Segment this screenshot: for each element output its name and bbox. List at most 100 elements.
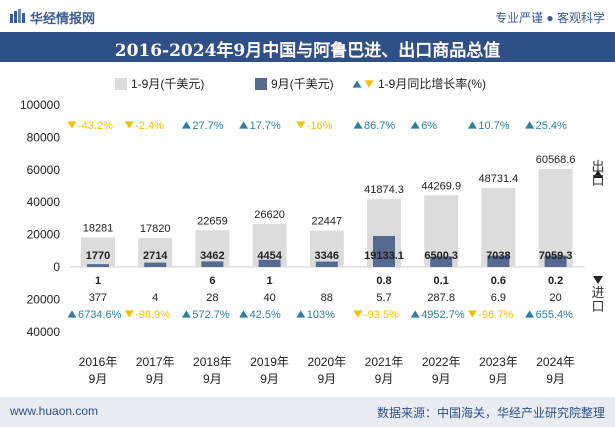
- export-growth-label: 27.7%: [192, 120, 223, 132]
- y-tick-label: 20000: [27, 292, 61, 306]
- import-growth-triangle: [525, 310, 535, 318]
- import-arrow-icon: [593, 276, 603, 284]
- export-growth-triangle: [239, 121, 249, 129]
- export-monthly-bar: [144, 262, 167, 267]
- export-growth-label: 6%: [421, 120, 437, 132]
- x-tick-label-month: 9月: [546, 372, 565, 386]
- export-cumulative-bar: [138, 238, 173, 267]
- y-tick-label: 60000: [27, 163, 61, 177]
- legend-swatch-cumulative: [115, 78, 127, 90]
- import-growth-label: 4952.7%: [421, 309, 465, 321]
- import-growth-label: 572.7%: [192, 309, 230, 321]
- import-growth-triangle: [239, 310, 249, 318]
- import-cumulative-bar: [138, 267, 173, 268]
- import-cumulative-label: 40: [263, 292, 275, 304]
- y-tick-label: 20000: [27, 228, 61, 242]
- import-cumulative-bar: [424, 267, 459, 268]
- export-growth-triangle: [296, 121, 306, 129]
- import-cumulative-label: 6.9: [491, 292, 506, 304]
- footer-bar: [0, 397, 615, 427]
- import-side-label: 进口: [591, 285, 605, 314]
- import-cumulative-bar: [367, 267, 401, 268]
- export-cumulative-bar: [481, 188, 516, 267]
- x-tick-label-month: 9月: [375, 372, 394, 386]
- import-monthly-label: 0.6: [491, 275, 506, 287]
- import-growth-label: 655.4%: [536, 309, 574, 321]
- y-tick-label: 100000: [20, 98, 60, 112]
- legend-up-triangle: [352, 80, 362, 88]
- export-monthly-label: 7059.3: [539, 250, 573, 262]
- export-monthly-label: 2714: [143, 250, 168, 262]
- import-cumulative-bar: [252, 267, 287, 268]
- export-monthly-label: 3462: [200, 250, 224, 262]
- import-monthly-label: 0.2: [548, 275, 563, 287]
- export-cumulative-bar: [309, 230, 344, 267]
- y-tick-label: 80000: [27, 130, 61, 144]
- footer-source: 数据来源：中国海关，华经产业研究院整理: [376, 406, 605, 420]
- export-arrow-icon: [593, 170, 603, 178]
- x-tick-label-month: 9月: [146, 372, 165, 386]
- export-monthly-bar: [487, 255, 510, 267]
- export-cumulative-label: 41874.3: [364, 184, 404, 196]
- import-cumulative-bar: [81, 267, 115, 268]
- import-growth-label: -98.9%: [135, 309, 170, 321]
- x-tick-label-year: 2019年: [250, 355, 289, 369]
- x-tick-label-month: 9月: [260, 372, 279, 386]
- export-growth-triangle: [181, 121, 191, 129]
- export-monthly-label: 1770: [86, 250, 110, 262]
- export-cumulative-label: 48731.4: [479, 173, 519, 185]
- x-tick-label-year: 2017年: [136, 355, 175, 369]
- import-monthly-label: 6: [209, 275, 215, 287]
- x-tick-label-month: 9月: [432, 372, 451, 386]
- import-growth-triangle: [467, 310, 477, 318]
- export-monthly-label: 19133.1: [364, 250, 404, 262]
- import-cumulative-label: 20: [549, 292, 561, 304]
- x-tick-label-year: 2022年: [422, 355, 461, 369]
- brand-name: 华经情报网: [30, 11, 96, 26]
- export-growth-triangle: [467, 121, 477, 129]
- export-monthly-bar: [544, 255, 567, 267]
- import-growth-triangle: [410, 310, 420, 318]
- legend-label-cumulative: 1-9月(千美元): [131, 77, 204, 91]
- export-monthly-label: 6500.3: [424, 250, 458, 262]
- export-side-label: 出口: [591, 159, 605, 188]
- import-monthly-label: 0.1: [434, 275, 449, 287]
- chart-title: 2016-2024年9月中国与阿鲁巴进、出口商品总值: [114, 41, 501, 61]
- import-cumulative-label: 88: [321, 292, 333, 304]
- export-monthly-bar: [315, 261, 338, 267]
- import-cumulative-label: 28: [206, 292, 218, 304]
- top-bar: 华经情报网 专业严谨 ● 客观科学: [0, 0, 615, 33]
- x-tick-label-year: 2021年: [365, 355, 404, 369]
- import-growth-triangle: [296, 310, 306, 318]
- x-tick-label-month: 9月: [489, 372, 508, 386]
- export-cumulative-label: 60568.6: [536, 154, 576, 166]
- import-cumulative-bar: [195, 267, 230, 268]
- import-cumulative-bar: [481, 267, 516, 268]
- import-monthly-label: 1: [95, 275, 101, 287]
- import-growth-triangle: [124, 310, 134, 318]
- import-cumulative-label: 377: [89, 292, 107, 304]
- tagline: 专业严谨 ● 客观科学: [495, 11, 605, 25]
- export-growth-triangle: [353, 121, 363, 129]
- import-monthly-label: 0.8: [376, 275, 391, 287]
- export-cumulative-label: 22447: [312, 216, 343, 228]
- y-tick-label: 0: [53, 260, 60, 274]
- legend-swatch-monthly: [255, 78, 267, 90]
- import-growth-label: 42.5%: [250, 309, 281, 321]
- export-monthly-bar: [373, 236, 395, 267]
- import-growth-triangle: [67, 310, 77, 318]
- import-cumulative-label: 4: [152, 292, 158, 304]
- import-cumulative-bar: [309, 267, 344, 268]
- export-cumulative-label: 18281: [83, 222, 114, 234]
- import-growth-label: -93.5%: [364, 309, 399, 321]
- export-cumulative-label: 44269.9: [421, 180, 461, 192]
- export-monthly-bar: [430, 256, 453, 267]
- export-cumulative-label: 26620: [254, 209, 285, 221]
- export-cumulative-label: 17820: [140, 223, 171, 235]
- import-cumulative-label: 287.8: [427, 292, 455, 304]
- export-growth-label: -2.4%: [135, 120, 164, 132]
- export-growth-label: 86.7%: [364, 120, 395, 132]
- export-growth-label: -16%: [307, 120, 333, 132]
- export-monthly-label: 4454: [257, 250, 282, 262]
